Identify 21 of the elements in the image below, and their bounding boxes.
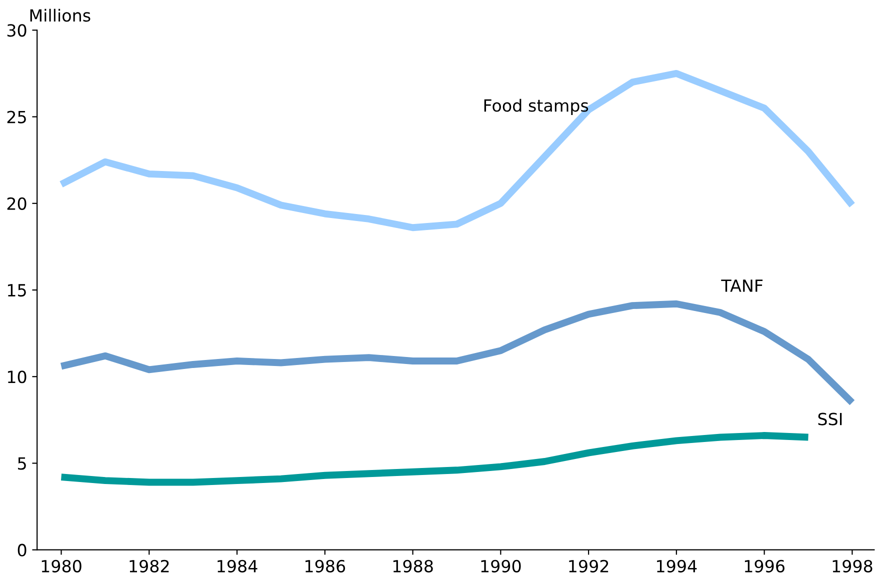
x-tick-label: 1998	[832, 560, 872, 572]
y-tick-label: 10	[8, 370, 26, 384]
x-tick-label: 1980	[42, 560, 82, 572]
x-tick-label: 1992	[569, 560, 608, 572]
series-label: SSI	[818, 412, 842, 426]
y-tick-label: 15	[8, 284, 26, 297]
y-tick-label: 30	[7, 24, 26, 37]
x-tick-label: 1994	[657, 560, 697, 572]
x-tick-label: 1988	[393, 560, 433, 572]
y-tick-label: 0	[18, 544, 26, 556]
series-label: TANF	[721, 280, 763, 292]
y-axis-title: Millions	[30, 8, 90, 22]
x-tick-label: 1982	[130, 560, 169, 572]
x-tick-label: 1996	[744, 560, 784, 572]
y-tick-label: 25	[7, 110, 26, 124]
x-tick-label: 1986	[306, 560, 346, 572]
y-tick-label: 5	[18, 457, 26, 470]
x-tick-label: 1984	[218, 560, 258, 572]
y-tick-label: 20	[7, 197, 26, 210]
series-label: Food stamps	[484, 98, 588, 116]
x-tick-label: 1990	[481, 560, 521, 572]
